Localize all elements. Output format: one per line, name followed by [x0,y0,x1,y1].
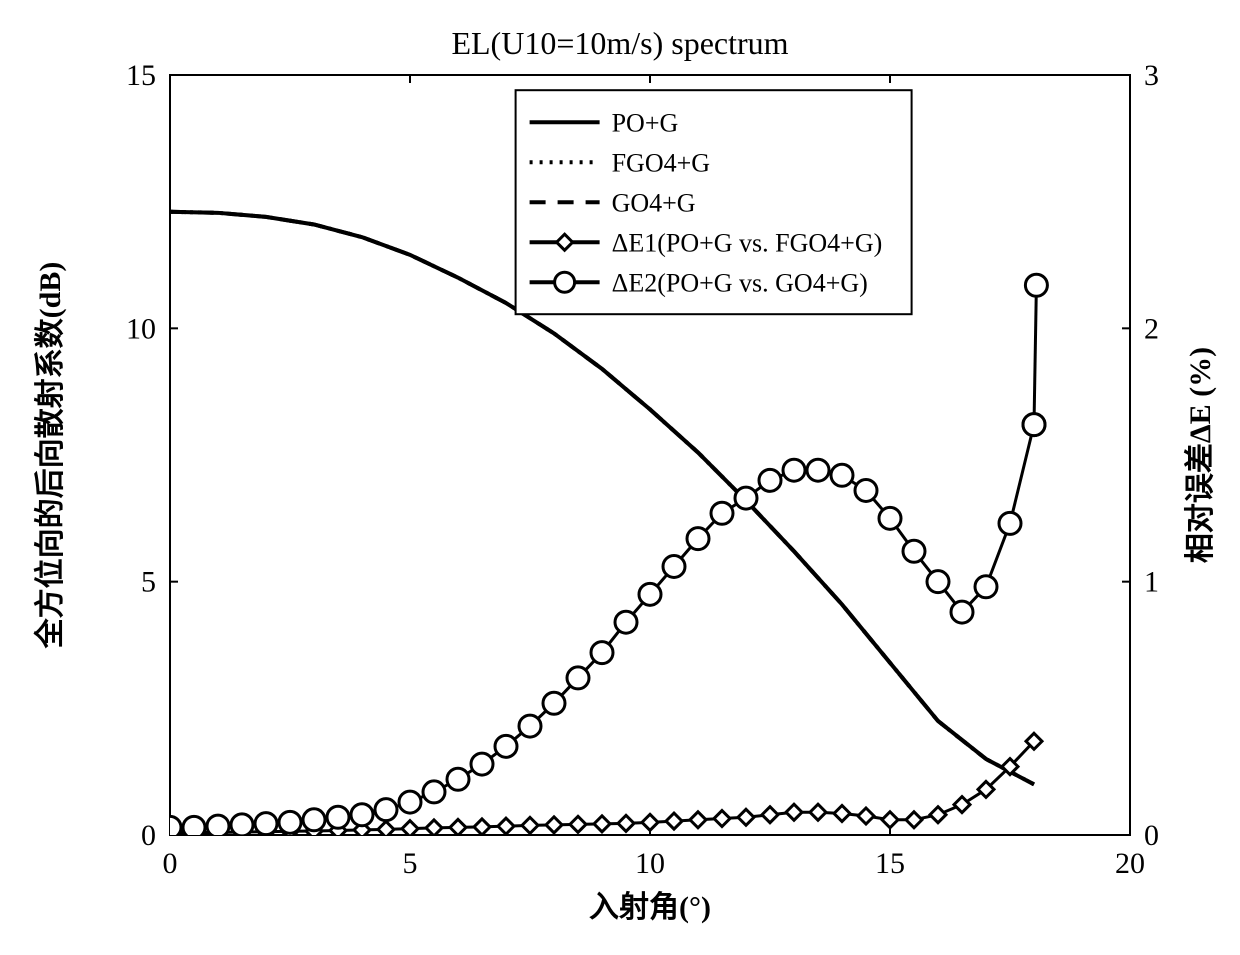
x-tick-label: 0 [163,847,178,880]
y-left-tick-label: 5 [141,566,156,599]
x-tick-label: 15 [875,847,905,880]
legend-item-label: PO+G [612,108,679,137]
x-axis-label: 入射角(°) [589,891,711,924]
legend-item-label: ΔE2(PO+G vs. GO4+G) [612,268,868,297]
chart-container: 0 5 10 15 20 入射角(°) 0 5 10 15 全方位向的后向散射系数(dB) 0 1 2 3 相… [0,0,1240,955]
y-right-tick-label: 1 [1144,566,1159,599]
x-tick-label: 5 [403,847,418,880]
legend: PO+G FGO4+G GO4+G ΔE1(PO+G vs. FGO4+G) ΔE2(P… [516,90,912,314]
y-right-tick-label: 2 [1144,312,1159,345]
legend-item-label: ΔE1(PO+G vs. FGO4+G) [612,228,883,257]
chart-svg: 0 5 10 15 20 入射角(°) 0 5 10 15 全方位向的后向散射系数(dB) 0 1 2 3 相… [0,0,1240,955]
x-tick-label: 10 [635,847,665,880]
y-right-axis-label: 相对误差ΔE (%) [1184,347,1217,563]
y-left-tick-label: 0 [141,819,156,852]
y-right-tick-label: 3 [1144,59,1159,92]
y-left-tick-label: 10 [126,312,156,345]
legend-item-label: GO4+G [612,188,696,217]
chart-title: EL(U10=10m/s) spectrum [0,25,1240,62]
x-tick-label: 20 [1115,847,1145,880]
y-left-tick-label: 15 [126,59,156,92]
y-right-tick-label: 0 [1144,819,1159,852]
y-left-axis-label: 全方位向的后向散射系数(dB) [33,262,67,650]
legend-item-label: FGO4+G [612,148,710,177]
